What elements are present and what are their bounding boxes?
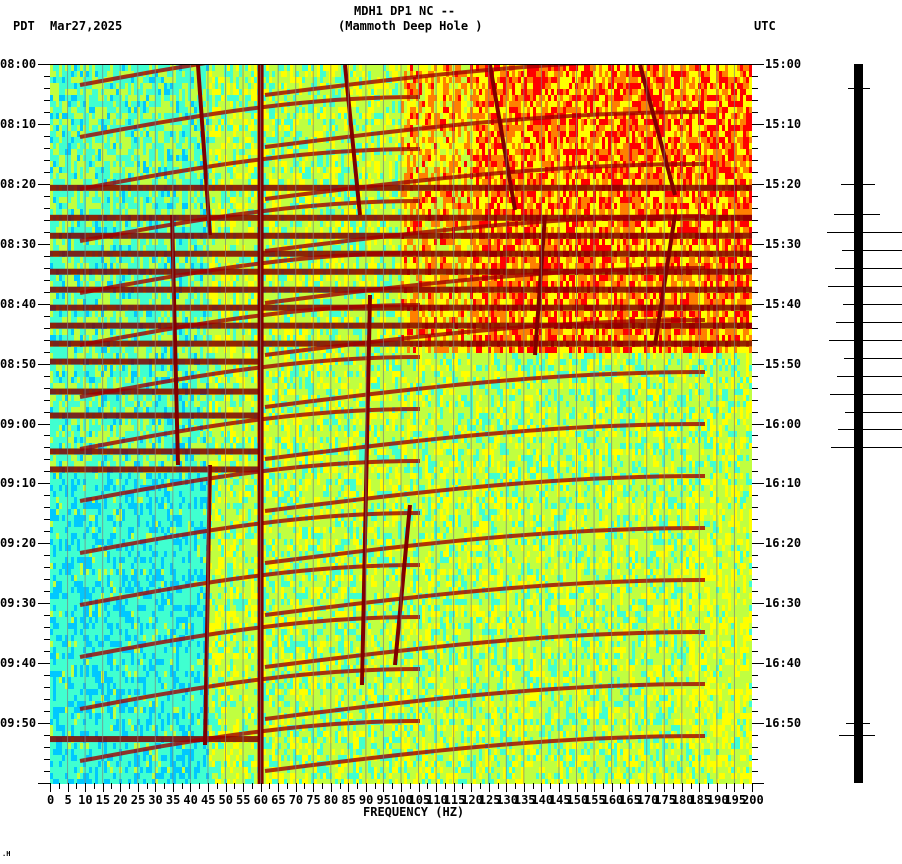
- x-tick: 30: [148, 794, 162, 806]
- spectrogram-plot: [50, 64, 752, 784]
- x-tick: 55: [236, 794, 250, 806]
- x-tick: 40: [183, 794, 197, 806]
- y-tick-left: 08:30: [0, 238, 36, 250]
- x-tick: 25: [131, 794, 145, 806]
- y-tick-left: 09:30: [0, 597, 36, 609]
- x-tick: 200: [742, 794, 764, 806]
- y-tick-right: 16:20: [765, 537, 801, 549]
- y-tick-left: 09:50: [0, 717, 36, 729]
- y-tick-right: 15:30: [765, 238, 801, 250]
- station-title: MDH1 DP1 NC --: [354, 5, 455, 17]
- y-tick-left: 08:20: [0, 178, 36, 190]
- right-timezone-label: UTC: [754, 20, 776, 32]
- x-tick: 65: [271, 794, 285, 806]
- x-tick: 85: [341, 794, 355, 806]
- date-label: Mar27,2025: [50, 20, 122, 32]
- location-subtitle: (Mammoth Deep Hole ): [338, 20, 483, 32]
- x-tick: 0: [47, 794, 54, 806]
- y-tick-right: 15:20: [765, 178, 801, 190]
- y-tick-right: 16:00: [765, 418, 801, 430]
- x-tick: 10: [78, 794, 92, 806]
- y-tick-right: 15:40: [765, 298, 801, 310]
- y-tick-right: 15:50: [765, 358, 801, 370]
- y-tick-left: 09:20: [0, 537, 36, 549]
- footer-mark: .H: [2, 848, 10, 860]
- x-tick: 15: [96, 794, 110, 806]
- y-tick-right: 15:10: [765, 118, 801, 130]
- y-tick-right: 16:40: [765, 657, 801, 669]
- x-tick: 45: [201, 794, 215, 806]
- y-tick-left: 08:10: [0, 118, 36, 130]
- x-tick: 50: [219, 794, 233, 806]
- y-tick-right: 16:50: [765, 717, 801, 729]
- y-tick-left: 09:40: [0, 657, 36, 669]
- x-tick: 20: [113, 794, 127, 806]
- y-tick-left: 09:10: [0, 477, 36, 489]
- y-tick-left: 09:00: [0, 418, 36, 430]
- y-tick-left: 08:40: [0, 298, 36, 310]
- y-tick-right: 15:00: [765, 58, 801, 70]
- x-tick: 5: [65, 794, 72, 806]
- x-tick: 75: [306, 794, 320, 806]
- seismogram-trace: [820, 64, 880, 783]
- x-axis-label: FREQUENCY (HZ): [363, 806, 464, 818]
- y-tick-left: 08:00: [0, 58, 36, 70]
- x-tick: 60: [254, 794, 268, 806]
- x-tick: 70: [289, 794, 303, 806]
- y-tick-right: 16:10: [765, 477, 801, 489]
- x-tick: 35: [166, 794, 180, 806]
- y-tick-right: 16:30: [765, 597, 801, 609]
- y-tick-left: 08:50: [0, 358, 36, 370]
- x-tick: 80: [324, 794, 338, 806]
- left-timezone-label: PDT: [13, 20, 35, 32]
